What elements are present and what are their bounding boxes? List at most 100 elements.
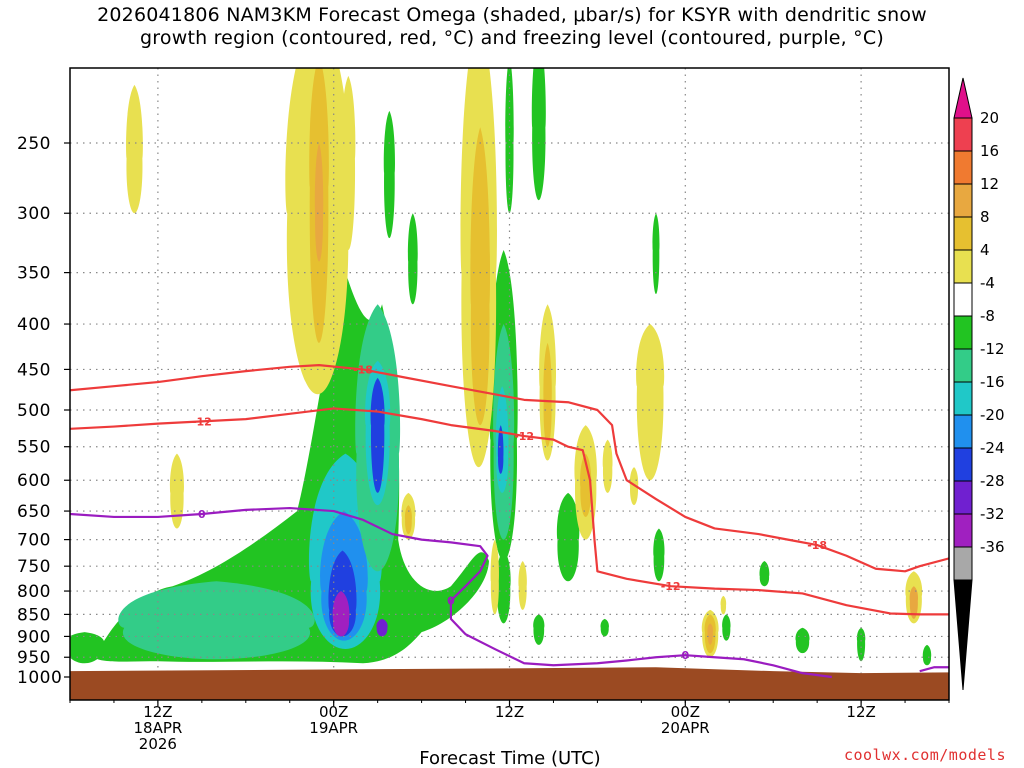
descent-cell7 [636,324,665,481]
grid-layer [70,68,949,700]
ascent-cell-upper5 [652,213,660,295]
descent-cell4-gold [543,342,552,447]
contour-label: -12 [192,415,212,428]
y-tick-label: 650 [17,502,51,522]
x-tick-label: 18APR [133,719,182,737]
ascent-cell-low4 [795,627,810,654]
colorbar-segment [953,447,973,482]
colorbar-label: -36 [980,538,1005,556]
colorbar-label: -32 [980,505,1005,523]
y-tick-label: 300 [17,204,51,224]
colorbar-label: -20 [980,406,1005,424]
colorbar-top-arrow [953,77,973,119]
y-tick-label: 1000 [17,668,62,688]
descent-cell8-orange [707,623,714,645]
ascent-cell-mid3 [556,492,580,582]
x-tick-label: 00Z [319,703,348,721]
colorbar-segment [953,315,973,350]
contour-freezing-level-2 [919,666,949,673]
colorbar-segment [953,414,973,449]
ascent-tower-blue [370,377,385,493]
ground-fill [70,667,949,700]
y-axis: 2503003504004505005506006507007508008509… [17,134,70,688]
colorbar-label: -8 [980,307,995,325]
contour-label: -18 [353,363,373,376]
colorbar-label: 4 [980,241,990,259]
descent-cell10 [490,539,500,615]
colorbar-segment [953,480,973,515]
descent-cell11 [518,561,527,610]
colorbar-label: 8 [980,208,990,226]
descent-column2-gold [470,127,491,426]
colorbar-segment [953,216,973,251]
y-tick-label: 900 [17,627,51,647]
colorbar-segment [953,183,973,218]
ascent-cell-edge [70,632,105,664]
y-tick-label: 700 [17,531,51,551]
contour-layer: -18 -18 -12 -12 -12 0 0 0 [70,363,949,679]
colorbar-label: -28 [980,472,1005,490]
descent-cell2 [169,453,184,529]
colorbar-label: 20 [980,109,999,127]
colorbar-segment [953,249,973,284]
title-line-2: growth region (contoured, red, °C) and f… [140,27,884,49]
chart-title: 2026041806 NAM3KM Forecast Omega (shaded… [0,4,1024,50]
x-tick-label: 00Z [671,703,700,721]
y-tick-label: 850 [17,605,51,625]
x-tick-label: 19APR [309,719,358,737]
colorbar-label: 12 [980,175,999,193]
title-line-1: 2026041806 NAM3KM Forecast Omega (shaded… [97,4,927,26]
x-axis-label: Forecast Time (UTC) [419,748,600,768]
colorbar-segment [953,381,973,416]
credit-text: coolwx.com/models [843,746,1006,764]
descent-cell9-orange [909,586,919,619]
y-tick-label: 500 [17,401,51,421]
x-tick-label: 12Z [846,703,875,721]
y-tick-label: 450 [17,360,51,380]
descent-column-orange [314,143,324,262]
descent-cell12 [602,439,613,493]
contour-dgz-minus18 [70,364,949,573]
ascent-column-blue [497,425,504,474]
x-tick-label: 2026 [139,735,177,753]
x-tick-label: 12Z [495,703,524,721]
ascent-cell-mid2 [759,561,770,587]
colorbar-bottom-arrow [953,579,973,691]
y-tick-label: 750 [17,557,51,577]
x-tick-label: 12Z [143,703,172,721]
descent-cell3 [341,75,356,250]
y-tick-label: 250 [17,134,51,154]
y-tick-label: 950 [17,648,51,668]
colorbar-label: -4 [980,274,995,292]
contour-dgz-minus12 [70,407,949,616]
ascent-cell-upper2 [531,68,546,201]
descent-cell14 [720,595,727,615]
contour-label: 0 [198,508,206,521]
ascent-cell-low [533,614,545,645]
ascent-cell-low5 [856,627,866,662]
contour-label: -12 [661,580,681,593]
ascent-cell-green [496,550,511,624]
contour-label: 0 [681,649,689,662]
ascent-cell-low6 [922,644,932,666]
y-tick-label: 350 [17,264,51,284]
colorbar-label: -24 [980,439,1005,457]
ascent-cell-upper [505,68,514,214]
contour-label: -12 [514,430,534,443]
colorbar-segment [953,150,973,185]
y-tick-label: 550 [17,438,51,458]
ascent-core-purple [332,591,350,637]
ground-layer [70,667,949,700]
ascent-cell-upper4 [407,213,418,305]
colorbar-segment [953,117,973,152]
contour-freezing-level [70,506,832,679]
colorbar-label: -16 [980,373,1005,391]
ascent-cell-upper3 [383,110,395,239]
ascent-cell-low2 [600,618,609,637]
x-tick-label: 20APR [661,719,710,737]
y-tick-label: 600 [17,471,51,491]
y-tick-label: 400 [17,315,51,335]
descent-cell [126,84,143,214]
